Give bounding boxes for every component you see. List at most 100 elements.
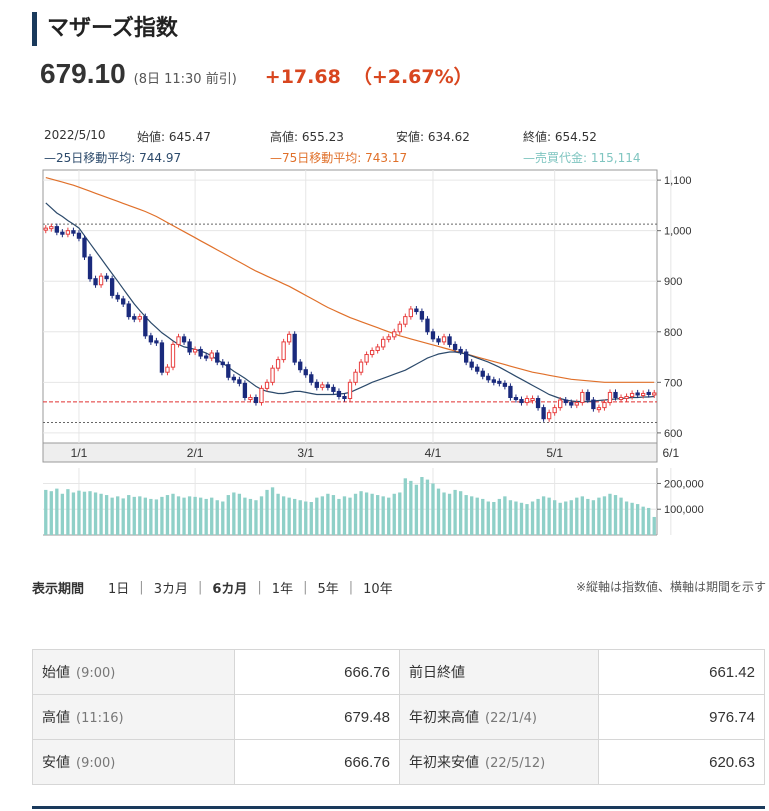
price-change-percent: （+2.67%） <box>352 66 473 88</box>
volume-bar <box>420 477 424 535</box>
volume-bar <box>60 493 65 535</box>
price-chart[interactable]: 1,100 1,000 900 800 700 600 1/1 2/1 3/1 4/1 5/1 6/… <box>0 0 769 545</box>
period-3m[interactable]: 3カ月 <box>153 582 188 597</box>
stat-ytd-low-label: 年初来安値 (22/5/12) <box>399 739 599 785</box>
candle <box>613 389 618 401</box>
ohlc-open: 始値: 645.47 <box>137 130 211 144</box>
volume-bar <box>281 496 286 535</box>
volume-bar <box>232 492 236 535</box>
candle-body <box>353 371 358 383</box>
volume-bar <box>370 493 374 535</box>
candle <box>336 388 342 400</box>
volume-bar <box>187 496 192 535</box>
volume-bar <box>210 497 214 535</box>
volume-bar <box>381 496 385 535</box>
candle-body <box>325 384 331 388</box>
volume-bar <box>414 484 419 535</box>
price-tick-label: 900 <box>664 276 682 288</box>
candle-body <box>414 308 419 313</box>
price-axis-ticks: 1,100 1,000 900 800 700 600 <box>657 175 692 440</box>
candle-body <box>524 398 530 404</box>
volume-bar <box>359 491 363 535</box>
candle <box>54 223 59 236</box>
candle <box>187 338 192 356</box>
candle-body <box>165 366 170 373</box>
volume-bar <box>254 500 258 535</box>
candle <box>226 361 231 381</box>
volume-bar <box>481 498 485 535</box>
candle <box>591 396 596 412</box>
volume-bar <box>619 497 623 535</box>
volume-bar <box>458 491 463 535</box>
volume-bar <box>248 498 253 535</box>
candle <box>486 373 491 383</box>
ma75-line <box>45 177 655 383</box>
candle-body <box>475 366 480 372</box>
volume-bar <box>276 493 280 535</box>
ma25-label: —25日移動平均: 744.97 <box>44 151 182 165</box>
volume-bar <box>525 504 529 535</box>
period-selector: 表示期間 1日 | 3カ月 | 6カ月 | 1年 | 5年 | 10年 <box>32 578 393 597</box>
volume-bar <box>392 493 396 535</box>
candle <box>513 394 519 403</box>
candle-body <box>292 333 297 363</box>
candle-body <box>513 397 519 401</box>
period-label: 表示期間 <box>32 582 85 597</box>
candle-body <box>87 256 93 280</box>
candle <box>170 341 176 371</box>
period-separator: | <box>303 580 308 595</box>
candle <box>464 348 469 366</box>
volume-bar <box>608 493 612 535</box>
candle-body <box>226 364 231 378</box>
candle-body <box>364 354 369 363</box>
volume-bar <box>243 497 247 535</box>
candle <box>641 390 646 399</box>
volume-bar <box>331 495 336 535</box>
volume-bar <box>44 489 48 535</box>
chart-grid <box>42 169 672 536</box>
candle-body <box>491 379 496 383</box>
candle <box>137 313 142 323</box>
volume-bar <box>464 495 468 535</box>
candle <box>82 235 87 260</box>
candle-body <box>314 381 319 388</box>
volume-bar <box>453 489 457 535</box>
candle <box>192 346 198 356</box>
candle <box>154 337 159 346</box>
candle <box>585 389 591 404</box>
candle-body <box>209 352 214 359</box>
volume-tick-label: 100,000 <box>664 504 704 516</box>
volume-bar <box>348 497 352 535</box>
date-tick-label: 5/1 <box>546 446 563 460</box>
period-1y[interactable]: 1年 <box>271 582 294 597</box>
candle <box>530 395 535 404</box>
candle <box>342 393 347 402</box>
date-tick-label: 3/1 <box>297 446 314 460</box>
candle-body <box>541 407 546 420</box>
volume-axis-ticks: 200,000 100,000 <box>657 478 704 516</box>
ma75-series <box>45 177 655 383</box>
period-6m[interactable]: 6カ月 <box>212 582 248 597</box>
volume-bar <box>564 501 568 535</box>
volume-bar <box>353 493 358 535</box>
candle <box>469 359 474 371</box>
price-change: +17.68 <box>264 66 341 88</box>
candle-body <box>104 275 109 280</box>
stat-ytd-low-value: 620.63 <box>598 739 765 785</box>
volume-bar <box>436 488 441 535</box>
candle-body <box>137 316 142 320</box>
candle-body <box>109 278 115 296</box>
candle-body <box>569 402 574 406</box>
period-1d[interactable]: 1日 <box>108 582 130 597</box>
date-axis: 1/1 2/1 3/1 4/1 5/1 6/1 <box>71 446 680 460</box>
candle-body <box>65 230 71 235</box>
volume-bar <box>237 493 242 535</box>
volume-bar <box>409 480 413 535</box>
date-tick-label: 6/1 <box>662 446 679 460</box>
period-5y[interactable]: 5年 <box>317 582 339 597</box>
candle <box>237 376 242 387</box>
candle-body <box>375 346 380 351</box>
period-10y[interactable]: 10年 <box>363 582 393 597</box>
candle-body <box>546 412 552 420</box>
volume-bar <box>398 492 402 535</box>
